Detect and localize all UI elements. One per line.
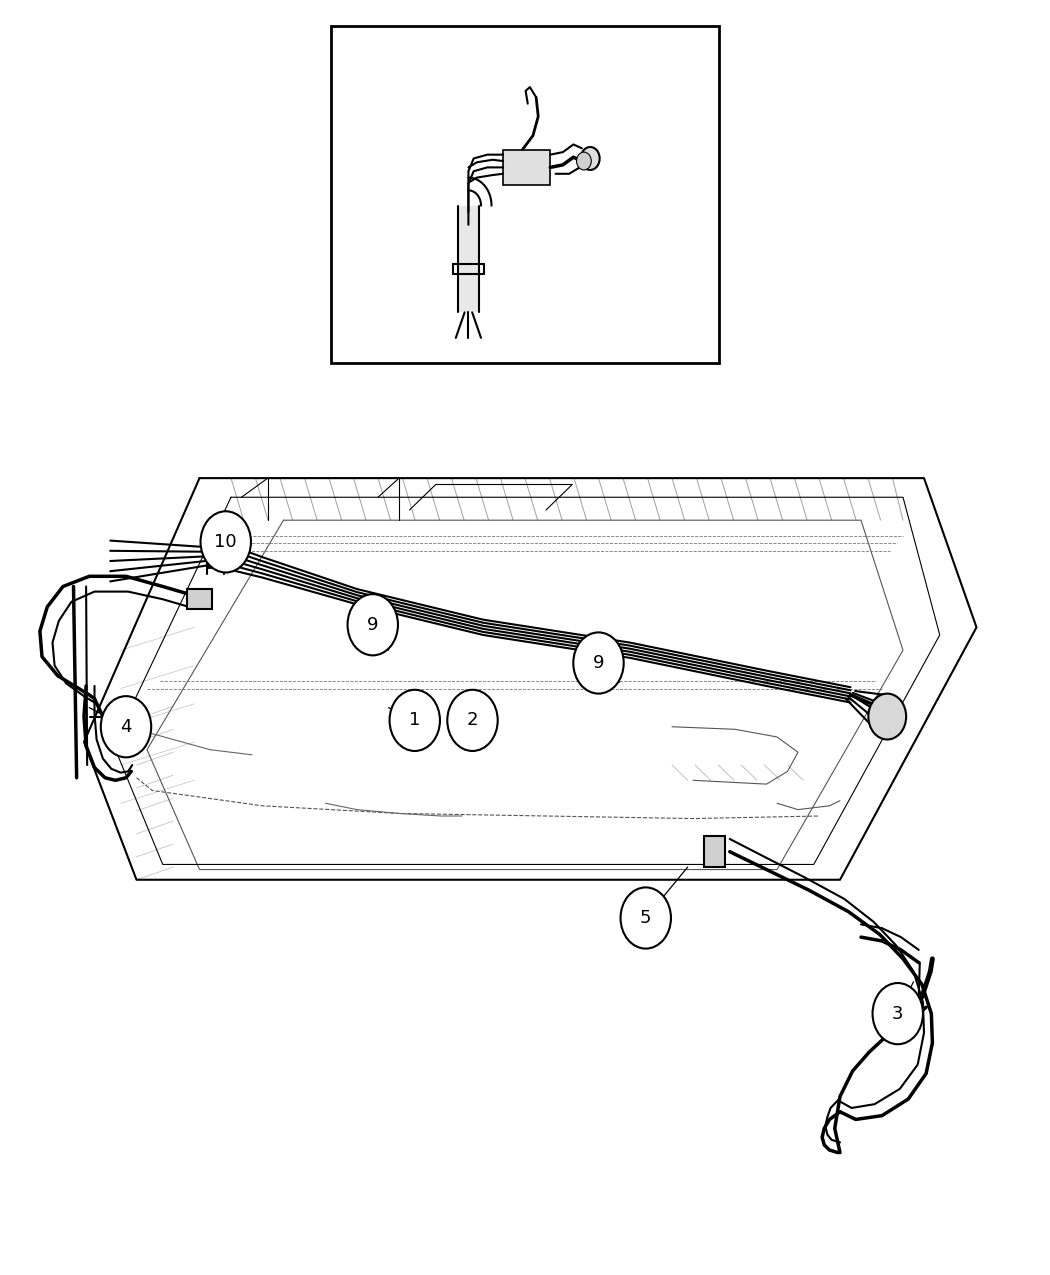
- Text: 2: 2: [467, 711, 478, 729]
- Circle shape: [868, 694, 906, 739]
- Circle shape: [348, 594, 398, 655]
- Circle shape: [447, 690, 498, 751]
- Circle shape: [873, 983, 923, 1044]
- Bar: [704, 836, 724, 867]
- Text: 10: 10: [214, 533, 237, 551]
- Circle shape: [390, 690, 440, 751]
- Text: 3: 3: [892, 1005, 903, 1023]
- Text: 9: 9: [593, 654, 604, 672]
- Circle shape: [573, 632, 624, 694]
- Circle shape: [576, 152, 591, 170]
- Bar: [503, 149, 550, 185]
- Circle shape: [621, 887, 671, 949]
- Text: 1: 1: [410, 711, 420, 729]
- Text: 5: 5: [640, 909, 651, 927]
- Circle shape: [201, 511, 251, 572]
- Bar: [187, 589, 212, 609]
- Bar: [331, 26, 719, 363]
- Text: 4: 4: [121, 718, 131, 736]
- Text: 9: 9: [368, 616, 378, 634]
- Circle shape: [101, 696, 151, 757]
- Bar: [458, 205, 479, 312]
- Circle shape: [581, 147, 600, 170]
